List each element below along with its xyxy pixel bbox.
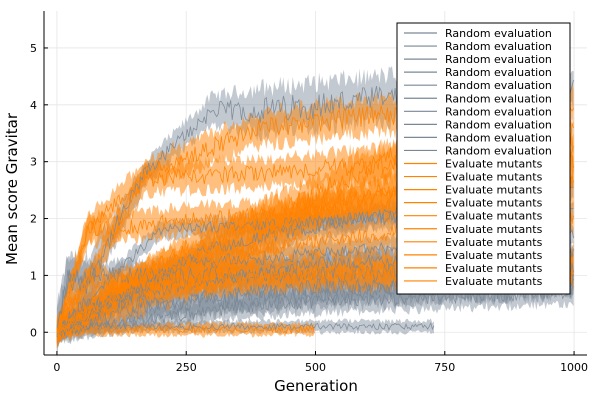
legend-label: Random evaluation [445, 131, 552, 144]
legend-label: Evaluate mutants [445, 262, 543, 275]
legend-label: Random evaluation [445, 92, 552, 105]
legend-label: Random evaluation [445, 105, 552, 118]
y-tick-label: 4 [30, 99, 37, 112]
y-tick-label: 1 [30, 269, 37, 282]
series-band [56, 81, 574, 341]
legend-label: Evaluate mutants [445, 158, 543, 171]
x-axis-title: Generation [274, 377, 358, 395]
tick-labels: 0 250 500 750 1000 0 1 2 3 4 5 [30, 42, 588, 374]
legend-label: Evaluate mutants [445, 275, 543, 288]
legend-box [396, 22, 571, 295]
legend-label: Random evaluation [445, 27, 552, 40]
y-tick-label: 3 [30, 156, 37, 169]
legend-label: Random evaluation [445, 53, 552, 66]
x-tick-label: 750 [434, 361, 455, 374]
y-axis-title: Mean score Gravitar [3, 112, 21, 265]
series-band [56, 197, 574, 343]
legend-label: Random evaluation [445, 144, 552, 157]
series-band [56, 56, 574, 360]
legend-label: Random evaluation [445, 118, 552, 131]
legend-label: Evaluate mutants [445, 223, 543, 236]
legend-label: Evaluate mutants [445, 171, 543, 184]
legend-label: Random evaluation [445, 66, 552, 79]
x-tick-label: 0 [53, 361, 60, 374]
series-line [56, 321, 435, 332]
x-tick-label: 1000 [560, 361, 588, 374]
legend-label: Evaluate mutants [445, 249, 543, 262]
x-tick-label: 250 [176, 361, 197, 374]
legend-label: Evaluate mutants [445, 236, 543, 249]
y-tick-label: 0 [30, 326, 37, 339]
legend-label: Evaluate mutants [445, 197, 543, 210]
legend-label: Evaluate mutants [445, 184, 543, 197]
legend-label: Random evaluation [445, 79, 552, 92]
legend-label: Random evaluation [445, 40, 552, 53]
y-tick-label: 2 [30, 213, 37, 226]
y-tick-label: 5 [30, 42, 37, 55]
series-line [56, 324, 315, 335]
legend-label: Evaluate mutants [445, 210, 543, 223]
x-tick-label: 500 [305, 361, 326, 374]
axes [43, 11, 587, 356]
